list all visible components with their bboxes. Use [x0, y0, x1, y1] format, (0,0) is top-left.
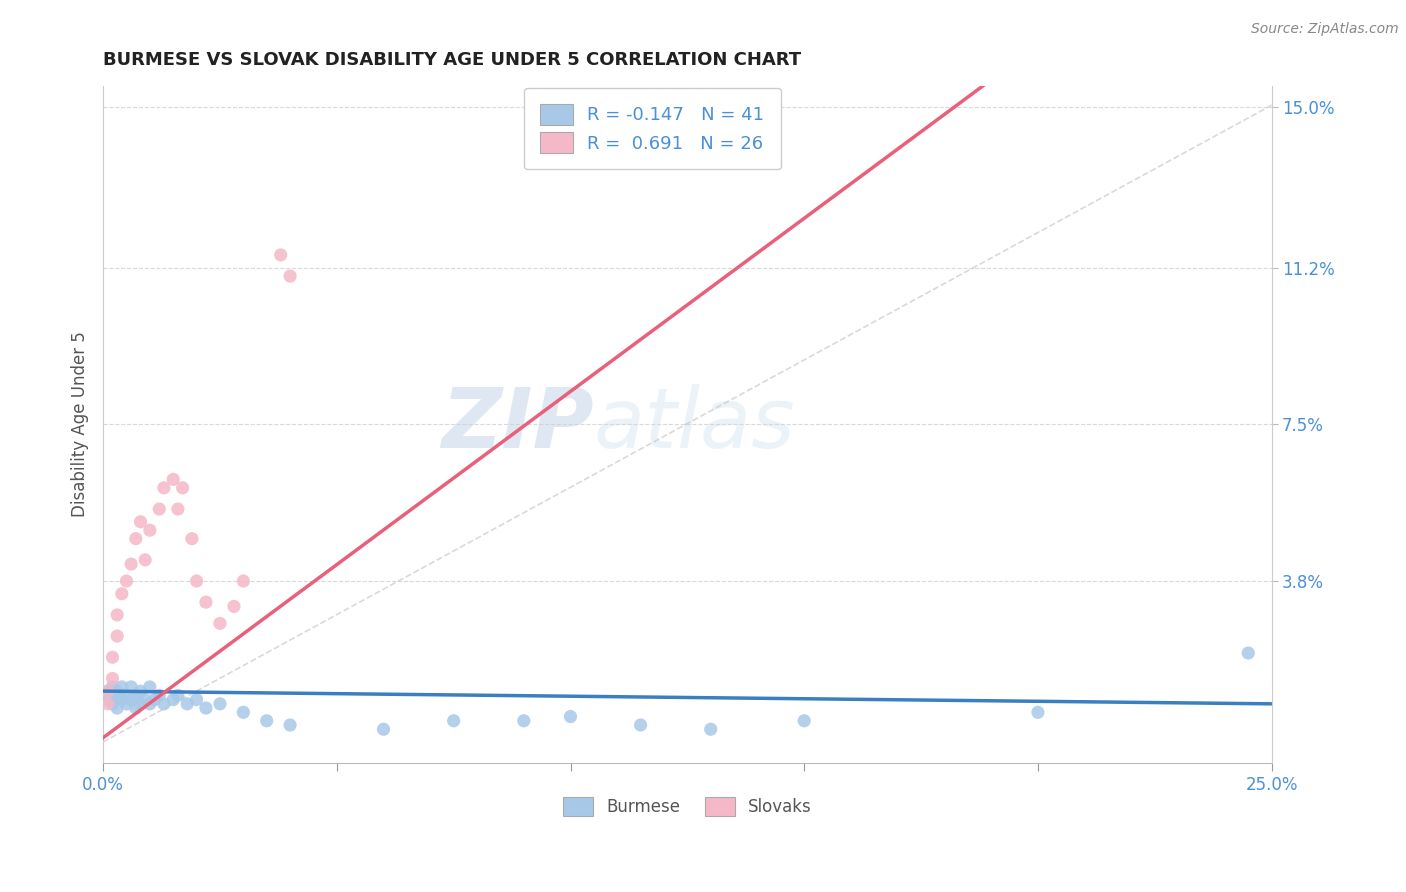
- Point: [97, 684, 120, 698]
- Point: [278, 269, 301, 284]
- Point: [115, 689, 138, 703]
- Text: atlas: atlas: [593, 384, 796, 465]
- Point: [101, 672, 124, 686]
- Point: [232, 706, 254, 720]
- Text: BURMESE VS SLOVAK DISABILITY AGE UNDER 5 CORRELATION CHART: BURMESE VS SLOVAK DISABILITY AGE UNDER 5…: [103, 51, 801, 69]
- Point: [232, 574, 254, 588]
- Point: [222, 599, 245, 614]
- Point: [97, 692, 120, 706]
- Point: [194, 701, 217, 715]
- Point: [148, 502, 170, 516]
- Point: [139, 697, 162, 711]
- Point: [162, 472, 184, 486]
- Point: [129, 697, 152, 711]
- Legend: Burmese, Slovaks: Burmese, Slovaks: [555, 790, 818, 822]
- Point: [139, 680, 162, 694]
- Point: [167, 689, 190, 703]
- Point: [101, 650, 124, 665]
- Point: [105, 689, 128, 703]
- Point: [148, 689, 170, 703]
- Point: [115, 574, 138, 588]
- Point: [167, 502, 190, 516]
- Point: [105, 607, 128, 622]
- Point: [115, 697, 138, 711]
- Point: [172, 481, 194, 495]
- Point: [120, 557, 142, 571]
- Point: [181, 532, 204, 546]
- Point: [111, 587, 134, 601]
- Text: ZIP: ZIP: [441, 384, 593, 465]
- Point: [125, 532, 148, 546]
- Point: [134, 553, 156, 567]
- Y-axis label: Disability Age Under 5: Disability Age Under 5: [72, 332, 89, 517]
- Text: Source: ZipAtlas.com: Source: ZipAtlas.com: [1251, 22, 1399, 37]
- Point: [162, 692, 184, 706]
- Point: [97, 697, 120, 711]
- Point: [560, 709, 582, 723]
- Point: [129, 515, 152, 529]
- Point: [111, 692, 134, 706]
- Point: [176, 697, 198, 711]
- Point: [1026, 706, 1049, 720]
- Point: [111, 680, 134, 694]
- Point: [256, 714, 278, 728]
- Point: [120, 692, 142, 706]
- Point: [105, 629, 128, 643]
- Point: [630, 718, 652, 732]
- Point: [513, 714, 536, 728]
- Point: [153, 697, 176, 711]
- Point: [186, 692, 208, 706]
- Point: [278, 718, 301, 732]
- Point: [125, 689, 148, 703]
- Point: [443, 714, 465, 728]
- Point: [186, 574, 208, 588]
- Point: [134, 692, 156, 706]
- Point: [143, 692, 166, 706]
- Point: [120, 680, 142, 694]
- Point: [373, 723, 395, 737]
- Point: [125, 701, 148, 715]
- Point: [194, 595, 217, 609]
- Point: [270, 248, 292, 262]
- Point: [208, 697, 231, 711]
- Point: [105, 701, 128, 715]
- Point: [793, 714, 815, 728]
- Point: [1237, 646, 1260, 660]
- Point: [105, 684, 128, 698]
- Point: [97, 684, 120, 698]
- Point: [129, 684, 152, 698]
- Point: [208, 616, 231, 631]
- Point: [101, 680, 124, 694]
- Point: [153, 481, 176, 495]
- Point: [101, 697, 124, 711]
- Point: [699, 723, 721, 737]
- Point: [139, 523, 162, 537]
